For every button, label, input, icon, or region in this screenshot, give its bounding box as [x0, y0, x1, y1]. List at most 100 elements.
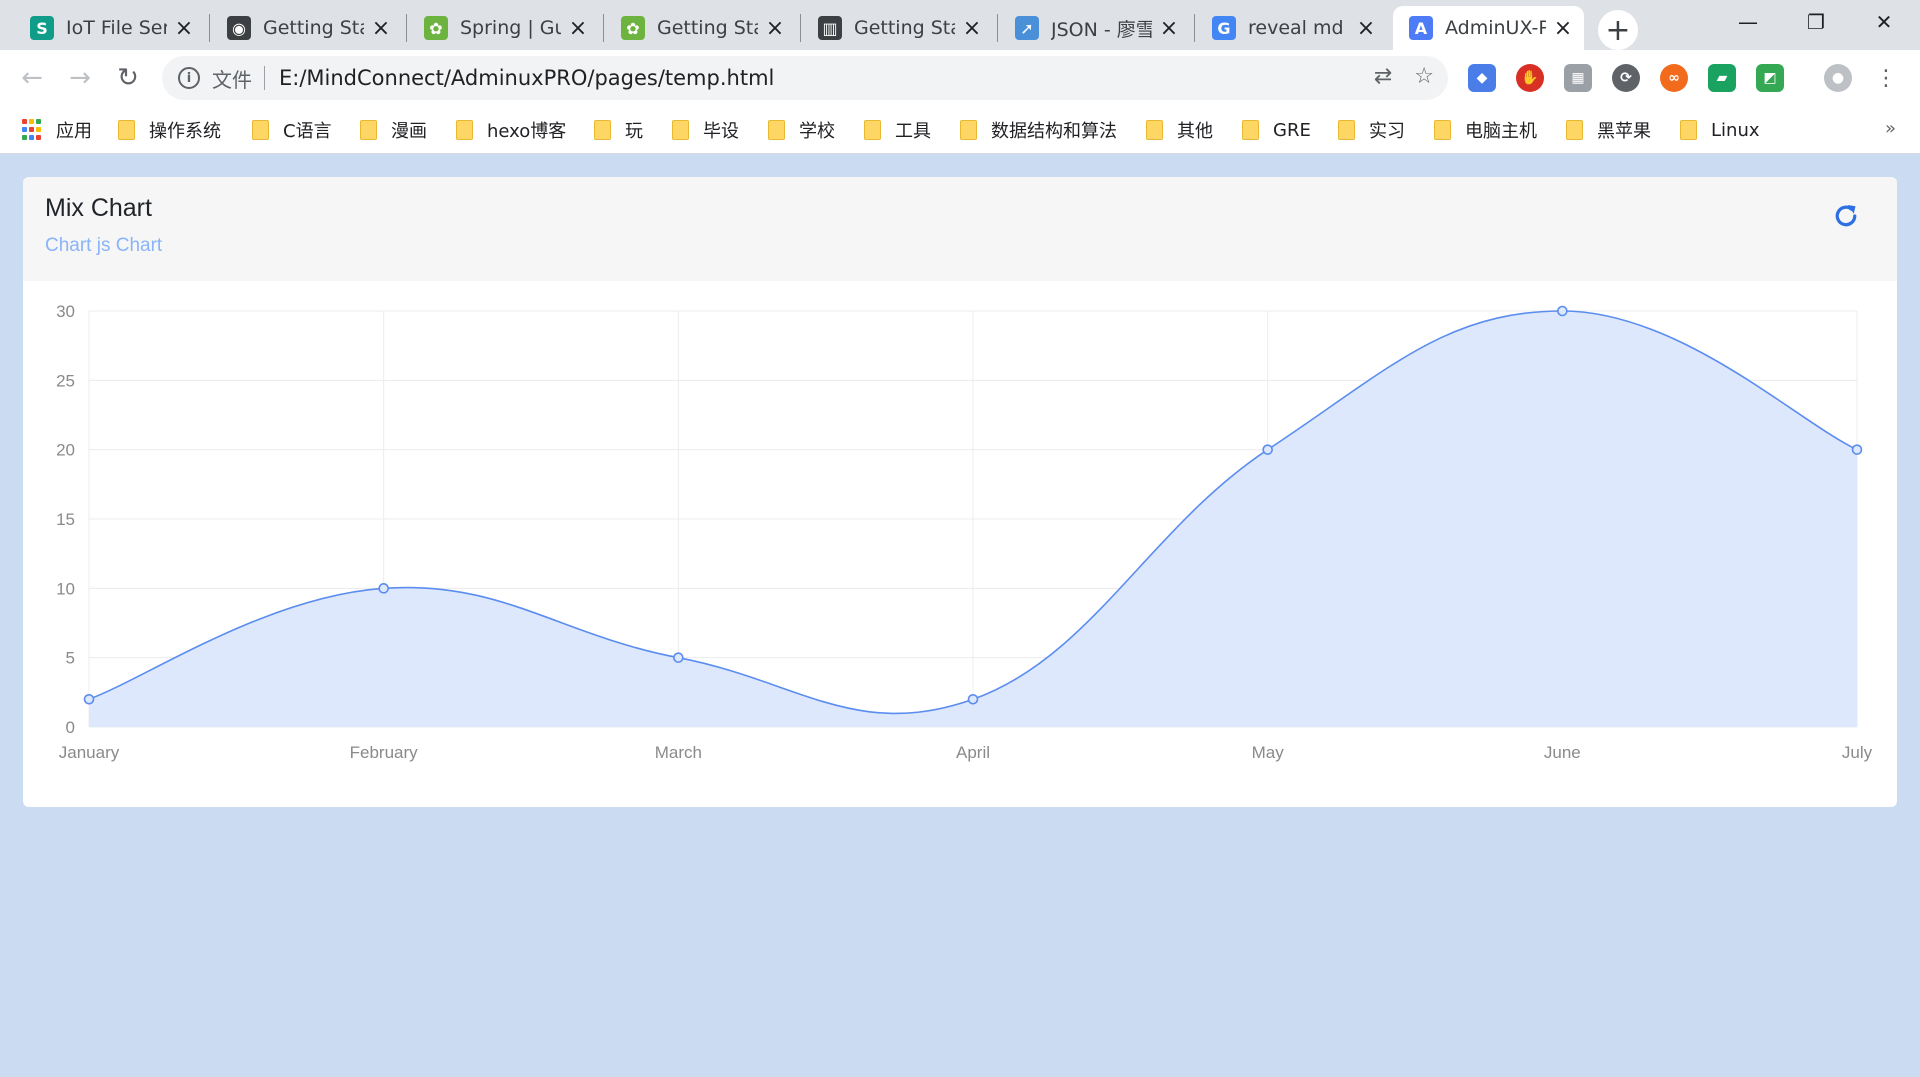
- reload-button[interactable]: ↻: [117, 63, 139, 93]
- bookmark-folder-label: 黑苹果: [1597, 121, 1651, 142]
- folder-icon: [1434, 120, 1451, 140]
- tab-title: Getting Star: [854, 17, 955, 39]
- x-tick-label: January: [59, 743, 120, 762]
- address-scheme-label: 文件: [212, 67, 252, 92]
- forward-button[interactable]: →: [69, 63, 91, 93]
- browser-toolbar: ← → ↻ i 文件 E:/MindConnect/AdminuxPRO/pag…: [0, 50, 1920, 106]
- info-icon[interactable]: i: [178, 67, 200, 89]
- bookmark-folder[interactable]: 工具: [864, 116, 931, 144]
- tab-title: JSON - 廖雪: [1051, 18, 1152, 41]
- bookmark-folder-label: C语言: [283, 121, 332, 142]
- tab-separator: [603, 14, 604, 42]
- mix-chart-card: Mix Chart Chart js Chart 0 5 10 15 20 25 30 Jan…: [23, 177, 1897, 807]
- folder-icon: [1146, 120, 1163, 140]
- spring-leaf-icon: ✿: [424, 16, 448, 40]
- bookmark-folder[interactable]: 操作系统: [118, 116, 221, 144]
- browser-tab[interactable]: ◉ Getting Star ×: [211, 6, 402, 50]
- adminux-icon: A: [1409, 16, 1433, 40]
- extension-qr-icon[interactable]: ▦: [1564, 64, 1592, 92]
- bookmark-folder-label: 实习: [1369, 121, 1405, 142]
- restore-button[interactable]: ❐: [1807, 10, 1825, 34]
- browser-tab[interactable]: ✿ Getting Star ×: [605, 6, 796, 50]
- browser-tab[interactable]: A AdminUX-P ×: [1393, 6, 1584, 50]
- browser-tab[interactable]: ✿ Spring | Gui ×: [408, 6, 599, 50]
- x-tick-label: April: [956, 743, 990, 762]
- new-tab-button[interactable]: +: [1598, 10, 1638, 50]
- folder-icon: [252, 120, 269, 140]
- profile-avatar-icon[interactable]: ●: [1824, 64, 1852, 92]
- tab-close-icon[interactable]: ×: [371, 15, 391, 41]
- bookmark-star-icon[interactable]: ☆: [1414, 64, 1434, 89]
- refresh-icon[interactable]: [1831, 201, 1861, 231]
- extension-green-icon[interactable]: ▰: [1708, 64, 1736, 92]
- data-point: [1557, 305, 1568, 317]
- folder-icon: [118, 120, 135, 140]
- tab-close-icon[interactable]: ×: [1553, 15, 1573, 41]
- x-tick-label: February: [350, 743, 419, 762]
- folder-icon: [960, 120, 977, 140]
- spring-leaf-icon: ✿: [621, 16, 645, 40]
- bookmark-folder[interactable]: 毕设: [672, 116, 739, 144]
- y-tick-label: 0: [66, 718, 75, 737]
- tab-close-icon[interactable]: ×: [1356, 15, 1376, 41]
- tab-close-icon[interactable]: ×: [962, 15, 982, 41]
- tab-close-icon[interactable]: ×: [1159, 15, 1179, 41]
- github-icon: ◉: [227, 16, 251, 40]
- tab-strip: + — ❐ ✕ S IoT File Serv × ◉ Getting Star × ✿ Sp…: [0, 0, 1920, 50]
- x-tick-label: June: [1544, 743, 1581, 762]
- translate-icon[interactable]: ⇄: [1373, 64, 1393, 89]
- browser-tab[interactable]: ▥ Getting Star ×: [802, 6, 993, 50]
- back-button[interactable]: ←: [21, 63, 43, 93]
- bookmark-folder[interactable]: 学校: [768, 116, 835, 144]
- bookmark-folder-label: 毕设: [703, 121, 739, 142]
- extension-graduation-icon[interactable]: ◆: [1468, 64, 1496, 92]
- tab-close-icon[interactable]: ×: [765, 15, 785, 41]
- folder-icon: [768, 120, 785, 140]
- bookmark-folder[interactable]: 玩: [594, 116, 643, 144]
- bookmark-folder[interactable]: 漫画: [360, 116, 427, 144]
- bookmark-apps[interactable]: 应用: [22, 116, 92, 144]
- bookmark-folder-label: 工具: [895, 121, 931, 142]
- y-tick-label: 20: [56, 441, 75, 460]
- extension-sync-icon[interactable]: ⟳: [1612, 64, 1640, 92]
- extension-infinity-icon[interactable]: ∞: [1660, 64, 1688, 92]
- x-tick-label: July: [1842, 743, 1873, 762]
- data-point: [673, 652, 684, 663]
- google-icon: G: [1212, 16, 1236, 40]
- bookmark-folder-label: 漫画: [391, 121, 427, 142]
- browser-tab[interactable]: S IoT File Serv ×: [14, 6, 205, 50]
- address-divider: [264, 66, 265, 90]
- bookmark-folder[interactable]: GRE: [1242, 116, 1311, 144]
- folder-icon: [1242, 120, 1259, 140]
- data-point: [1851, 444, 1863, 455]
- bookmark-folder[interactable]: 实习: [1338, 116, 1405, 144]
- close-window-button[interactable]: ✕: [1875, 10, 1893, 34]
- address-url[interactable]: E:/MindConnect/AdminuxPRO/pages/temp.htm…: [279, 66, 775, 90]
- extension-adblock-icon[interactable]: ✋: [1516, 64, 1544, 92]
- bookmark-folder[interactable]: 其他: [1146, 116, 1213, 144]
- tab-title: Getting Star: [263, 17, 364, 39]
- bookmark-folder[interactable]: hexo博客: [456, 116, 566, 144]
- bookmark-folder[interactable]: 数据结构和算法: [960, 116, 1117, 144]
- tab-separator: [800, 14, 801, 42]
- extension-colorful-icon[interactable]: ◩: [1756, 64, 1784, 92]
- bookmark-folder-label: GRE: [1273, 119, 1311, 141]
- bookmark-folder[interactable]: 黑苹果: [1566, 116, 1651, 144]
- minimize-button[interactable]: —: [1738, 10, 1758, 34]
- tab-close-icon[interactable]: ×: [568, 15, 588, 41]
- tab-close-icon[interactable]: ×: [174, 15, 194, 41]
- bookmark-folder[interactable]: C语言: [252, 116, 332, 144]
- address-bar[interactable]: i 文件 E:/MindConnect/AdminuxPRO/pages/tem…: [162, 56, 1448, 100]
- bookmarks-overflow-button[interactable]: »: [1884, 118, 1896, 139]
- y-tick-label: 15: [56, 510, 75, 529]
- bookmark-folder[interactable]: 电脑主机: [1434, 116, 1537, 144]
- folder-icon: [456, 120, 473, 140]
- menu-kebab-icon[interactable]: ⋮: [1875, 65, 1897, 91]
- bookmark-folder[interactable]: Linux: [1680, 116, 1760, 144]
- series-area-fill: [89, 311, 1857, 727]
- folder-icon: [594, 120, 611, 140]
- browser-tab[interactable]: ➚ JSON - 廖雪 ×: [999, 6, 1190, 50]
- bookmark-apps-label: 应用: [56, 121, 92, 142]
- tab-separator: [1194, 14, 1195, 42]
